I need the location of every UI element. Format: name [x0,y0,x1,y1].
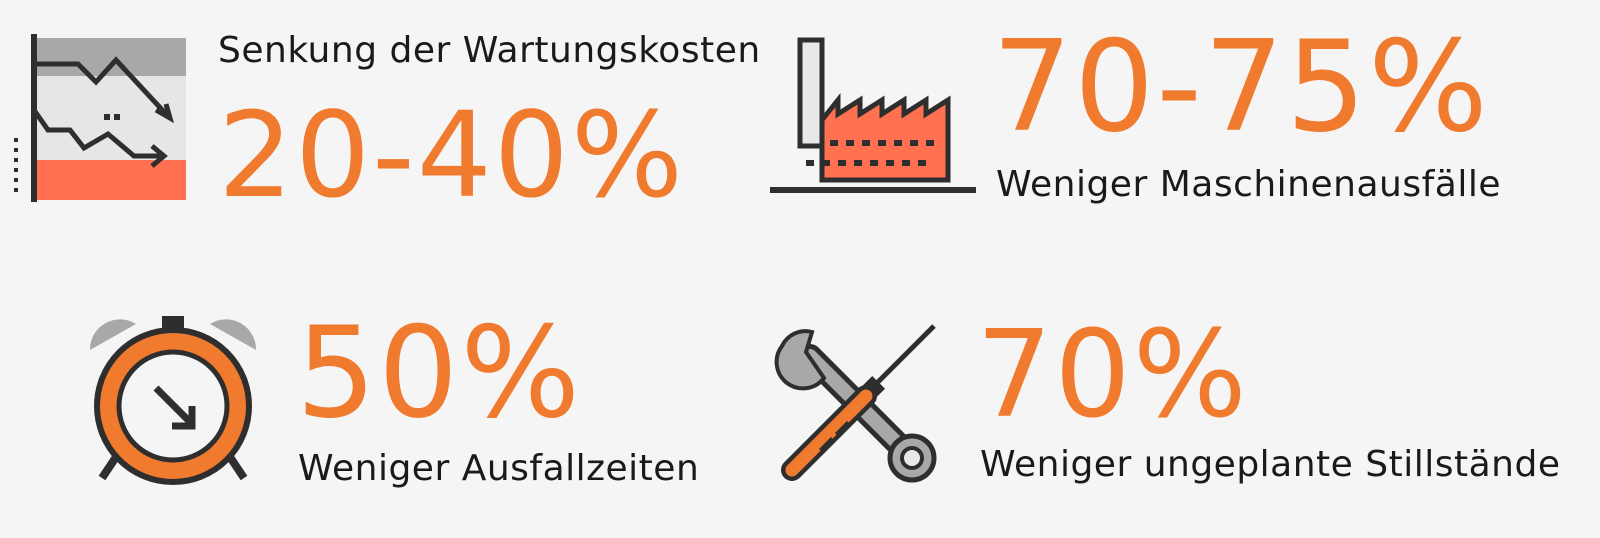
stat-value: 70-75% [992,13,1490,160]
stat-value: 50% [296,299,583,446]
stat-downtime: 50% Weniger Ausfallzeiten [0,290,760,538]
stat-maintenance-costs: Senkung der Wartungskosten 20-40% [0,0,760,230]
stat-label: Weniger Maschinenausfälle [996,164,1501,205]
alarm-clock-icon [89,316,257,485]
stat-label: Weniger ungeplante Stillstände [980,444,1561,485]
stat-value: 70% [976,306,1249,445]
factory-icon [770,37,976,193]
stat-label: Weniger Ausfallzeiten [298,448,700,489]
stat-value: 20-40% [218,86,686,224]
stat-unplanned-stops: 70% Weniger ungeplante Stillstände [760,290,1600,538]
stat-machine-failures: 70-75% Weniger Maschinenausfälle [760,0,1600,230]
stat-label: Senkung der Wartungskosten [218,30,761,71]
declining-chart-icon [14,34,186,202]
wrench-screwdriver-icon [774,324,937,483]
